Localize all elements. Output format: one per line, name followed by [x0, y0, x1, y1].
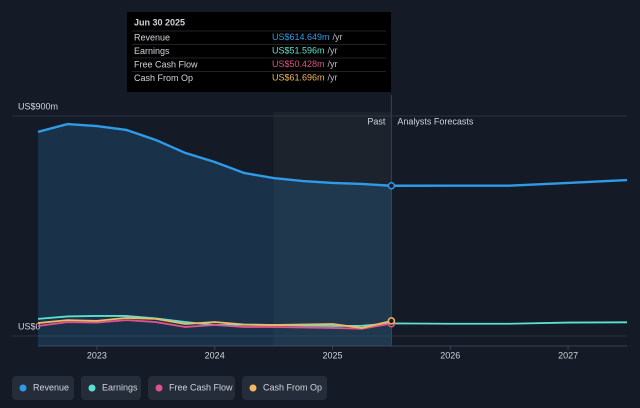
tooltip-label: Cash From Op [134, 73, 193, 83]
legend-label: Earnings [102, 382, 138, 392]
y-tick-label: US$900m [18, 101, 58, 111]
tooltip-value: US$614.649m/yr [272, 32, 343, 42]
tooltip-unit: /yr [328, 73, 338, 83]
series-line [37, 317, 392, 329]
legend-swatch [249, 384, 257, 392]
legend-button [12, 376, 74, 400]
series-line [37, 122, 628, 187]
legend-label: Cash From Op [263, 382, 322, 392]
legend-swatch [155, 384, 163, 392]
tooltip-value-amount: US$614.649m [272, 32, 330, 42]
legend-item[interactable]: Free Cash Flow [148, 376, 235, 400]
tooltip-box [127, 12, 391, 92]
tooltip-value: US$50.428m/yr [272, 59, 338, 69]
legend-button [148, 376, 235, 400]
tooltip-date: Jun 30 2025 [134, 17, 185, 27]
x-tick-label: 2027 [558, 350, 578, 360]
x-tick-label: 2025 [322, 350, 342, 360]
legend-swatch [19, 384, 27, 392]
series-line [37, 319, 392, 330]
tooltip-unit: /yr [328, 59, 338, 69]
tooltip-value: US$61.696m/yr [272, 73, 338, 83]
tooltip-label: Revenue [134, 32, 170, 42]
forecast-label: Analysts Forecasts [397, 116, 474, 126]
tooltip-value-amount: US$61.696m [272, 73, 325, 83]
legend-label: Revenue [33, 382, 69, 392]
past-label: Past [367, 116, 386, 126]
legend-label: Free Cash Flow [169, 382, 233, 392]
tooltip-value: US$51.596m/yr [272, 46, 338, 56]
x-tick-label: 2026 [440, 350, 460, 360]
tooltip-unit: /yr [333, 32, 343, 42]
tooltip-value-amount: US$50.428m [272, 59, 325, 69]
tooltip-label: Earnings [134, 46, 170, 56]
y-tick-label: US$0 [18, 321, 41, 331]
tooltip-label: Free Cash Flow [134, 59, 198, 69]
tooltip: Jun 30 2025 Revenue US$614.649m/yr Earnings… [127, 12, 391, 92]
x-tick-label: 2024 [205, 350, 225, 360]
legend-item[interactable]: Earnings [81, 376, 141, 400]
legend-button [242, 376, 327, 400]
legend-button [81, 376, 141, 400]
revenue-area [38, 124, 392, 346]
legend-item[interactable]: Cash From Op [242, 376, 327, 400]
legend-item[interactable]: Revenue [12, 376, 74, 400]
tooltip-value-amount: US$51.596m [272, 46, 325, 56]
x-tick-label: 2023 [87, 350, 107, 360]
marker [387, 182, 396, 190]
legend-swatch [88, 384, 96, 392]
marker [387, 317, 396, 325]
tooltip-unit: /yr [328, 46, 338, 56]
